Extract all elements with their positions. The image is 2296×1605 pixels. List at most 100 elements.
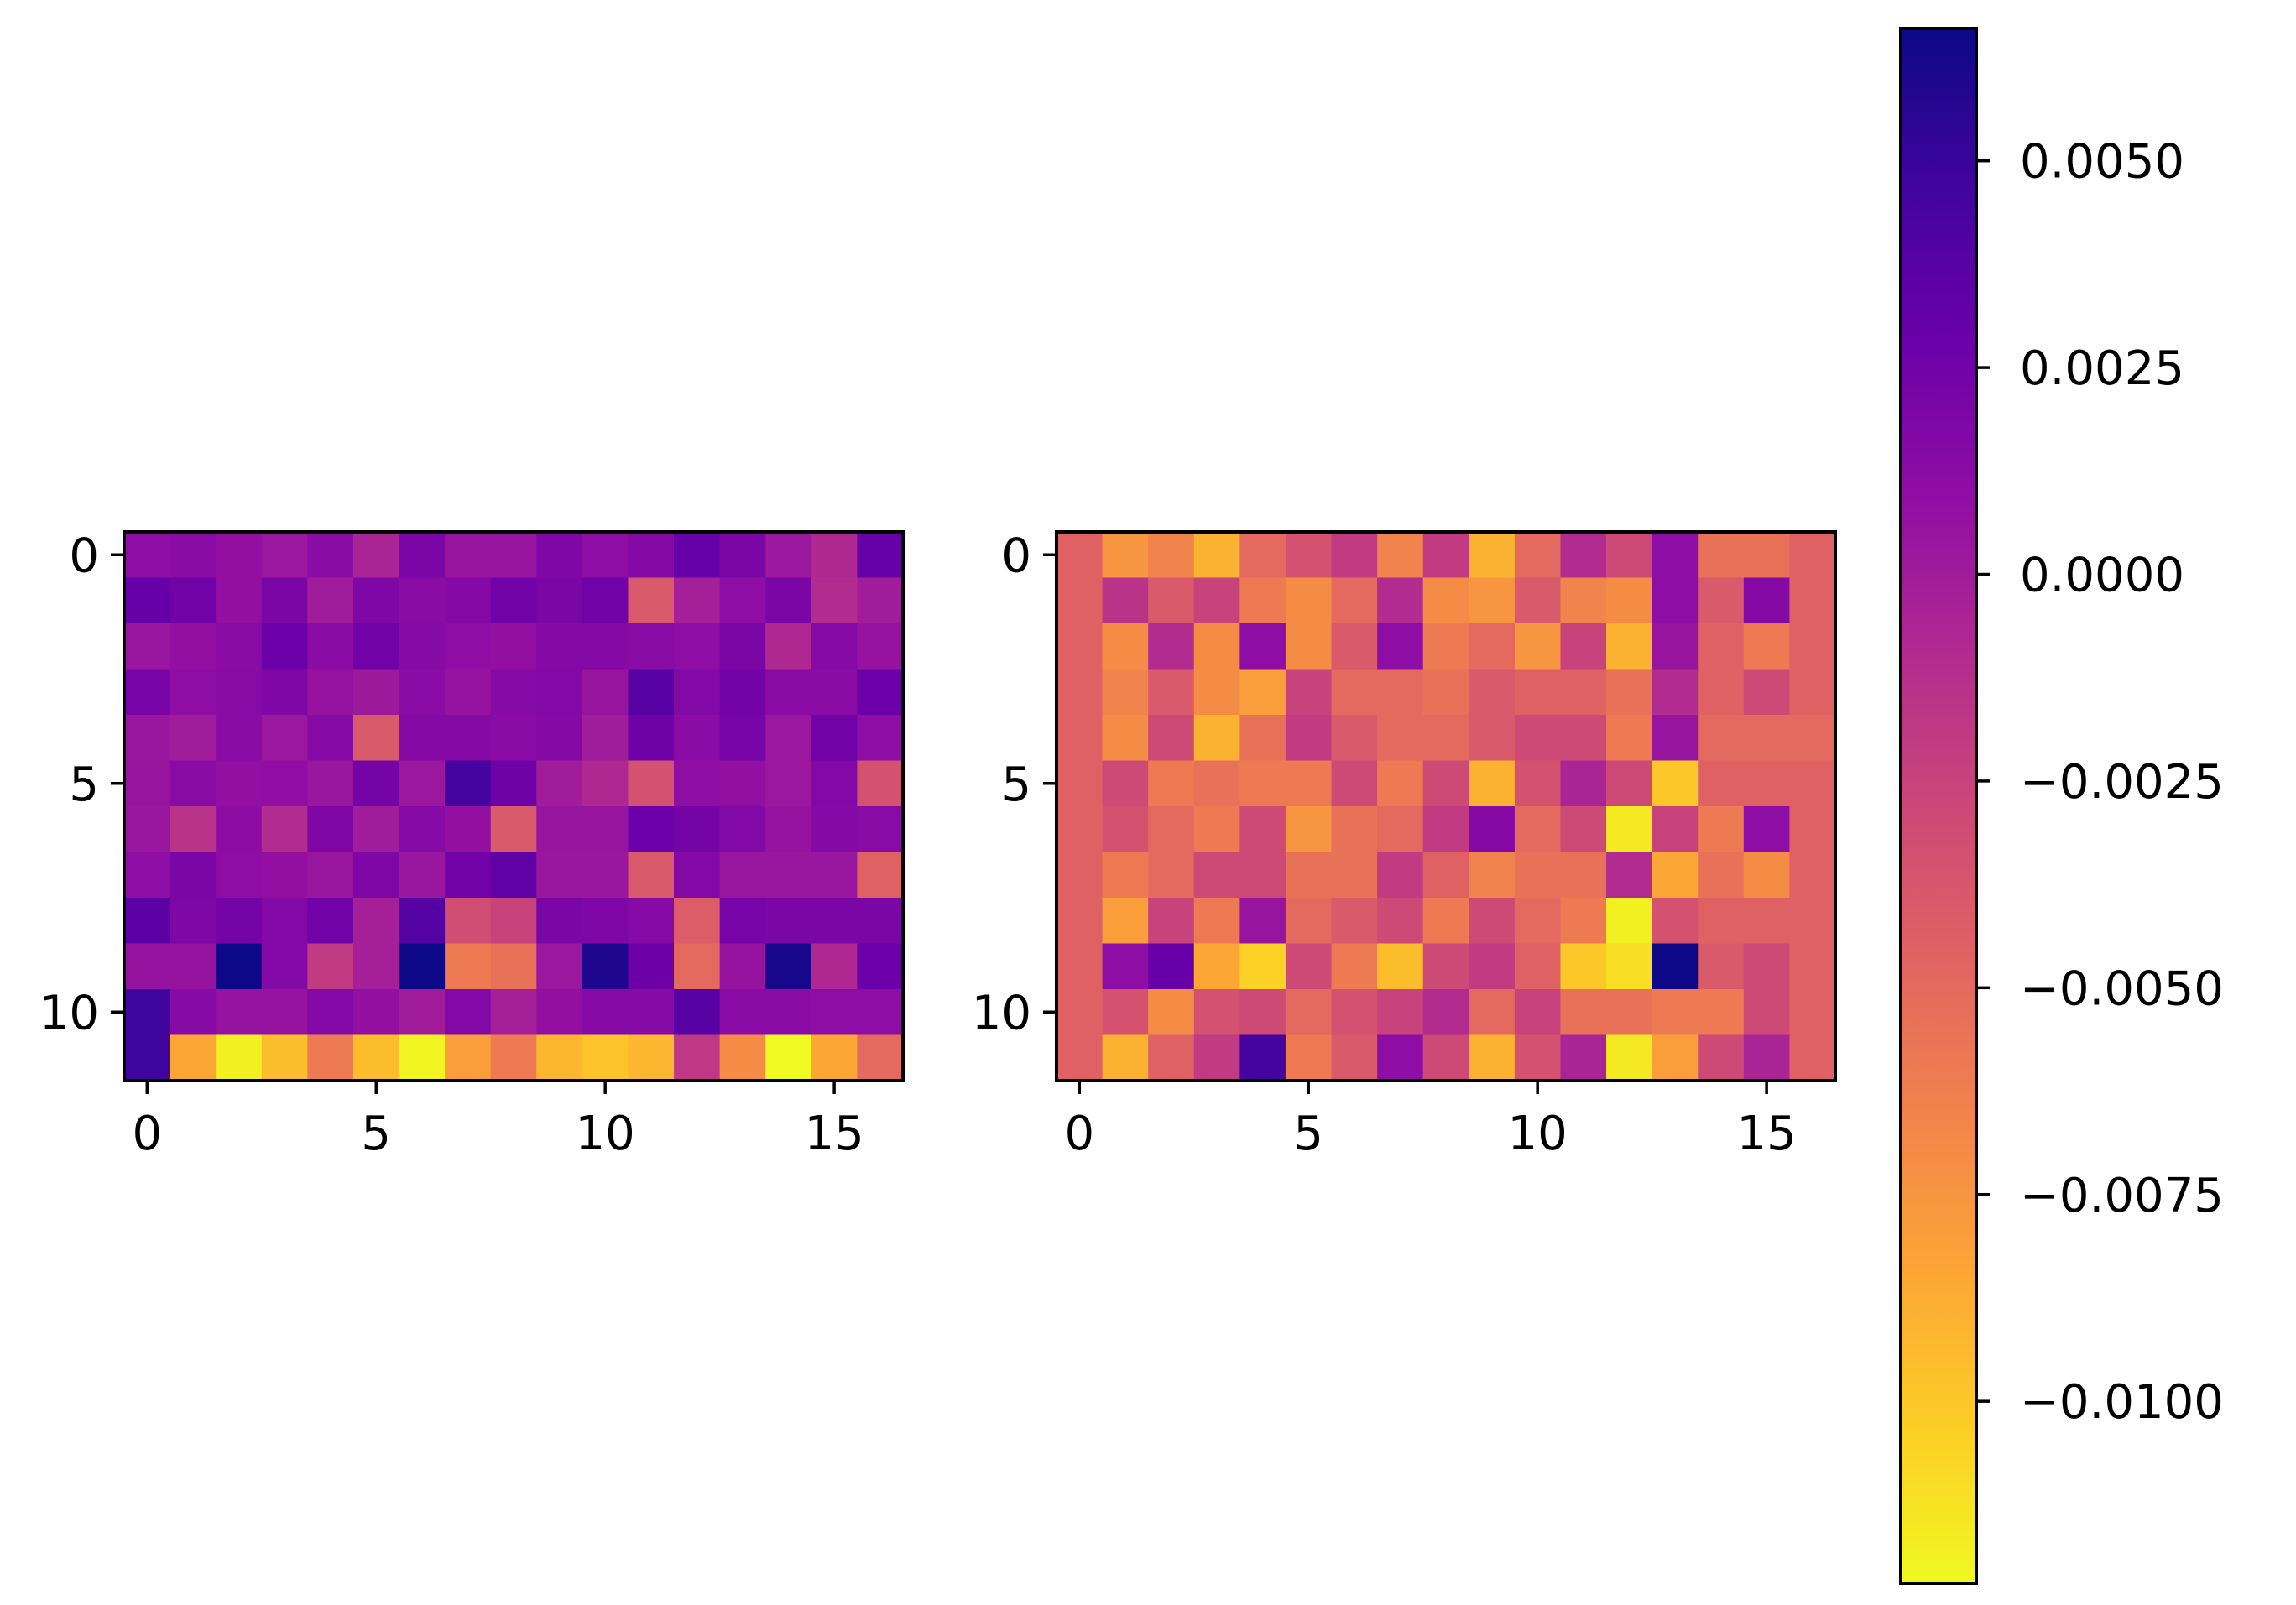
- heatmap-cell: [1469, 532, 1516, 579]
- x-tick-label: 10: [1508, 1107, 1568, 1161]
- heatmap-cell: [216, 669, 263, 716]
- heatmap-cell: [536, 898, 583, 945]
- heatmap-cell: [1560, 715, 1607, 762]
- heatmap-cell: [170, 760, 217, 807]
- heatmap-cell: [307, 806, 354, 853]
- heatmap-cell: [1560, 1034, 1607, 1081]
- heatmap-cell: [857, 715, 904, 762]
- heatmap-cell: [124, 669, 171, 716]
- heatmap-cell: [1514, 623, 1562, 670]
- heatmap-cell: [1057, 577, 1104, 624]
- heatmap-cell: [1239, 806, 1286, 853]
- heatmap-cell: [811, 943, 858, 990]
- heatmap-cell: [582, 989, 629, 1036]
- heatmap-cell: [1102, 943, 1149, 990]
- colorbar-gradient: [1901, 29, 1976, 1583]
- heatmap-cell: [1698, 1034, 1745, 1081]
- heatmap-cell: [1239, 760, 1286, 807]
- heatmap-cell: [170, 806, 217, 853]
- heatmap-cell: [261, 1034, 308, 1081]
- heatmap-cell: [1514, 806, 1562, 853]
- heatmap-cell: [1789, 852, 1836, 899]
- heatmap-cell: [1331, 989, 1378, 1036]
- heatmap-cell: [352, 577, 400, 624]
- heatmap-cell: [1560, 852, 1607, 899]
- heatmap-cell: [582, 715, 629, 762]
- heatmap-cell: [628, 532, 675, 579]
- heatmap-cell: [490, 760, 537, 807]
- heatmap-cell: [1606, 760, 1653, 807]
- heatmap-cell: [582, 669, 629, 716]
- heatmap-cell: [1285, 623, 1333, 670]
- heatmap-cell: [1331, 623, 1378, 670]
- heatmap-cell: [1514, 1034, 1562, 1081]
- heatmap-cell: [445, 943, 492, 990]
- heatmap-cell: [1743, 1034, 1791, 1081]
- heatmap-cell: [674, 806, 721, 853]
- heatmap-cell: [1331, 669, 1378, 716]
- heatmap-cell: [628, 943, 675, 990]
- heatmap-cell: [261, 760, 308, 807]
- heatmap-cell: [1102, 989, 1149, 1036]
- heatmap-cell: [1148, 898, 1195, 945]
- heatmap-cell: [536, 852, 583, 899]
- heatmap-cell: [1331, 898, 1378, 945]
- heatmap-cell: [765, 623, 812, 670]
- heatmap-cell: [216, 532, 263, 579]
- heatmap-cell: [1331, 532, 1378, 579]
- heatmap-cell: [1514, 898, 1562, 945]
- y-tick-label: 10: [972, 986, 1031, 1040]
- heatmap-cell: [124, 532, 171, 579]
- heatmap-cell: [719, 806, 766, 853]
- heatmap-cell: [1057, 760, 1104, 807]
- heatmap-cell: [1652, 898, 1699, 945]
- heatmap-cell: [170, 852, 217, 899]
- heatmap-cell: [1239, 577, 1286, 624]
- heatmap-cell: [1606, 806, 1653, 853]
- y-tick-label: 10: [39, 986, 99, 1040]
- axes-frame: [1055, 530, 1837, 1082]
- heatmap-cell: [765, 715, 812, 762]
- heatmap-cell: [628, 852, 675, 899]
- colorbar-tick-label: −0.0100: [2020, 1375, 2224, 1430]
- heatmap-cell: [1422, 989, 1469, 1036]
- heatmap-cell: [1148, 852, 1195, 899]
- heatmap-cell: [1148, 715, 1195, 762]
- heatmap-cell: [124, 852, 171, 899]
- heatmap-cell: [857, 623, 904, 670]
- heatmap-cell: [307, 989, 354, 1036]
- heatmap-cell: [307, 669, 354, 716]
- heatmap-cell: [765, 806, 812, 853]
- heatmap-cell: [352, 760, 400, 807]
- heatmap-cell: [1606, 532, 1653, 579]
- heatmap-cell: [1057, 715, 1104, 762]
- heatmap-cell: [261, 943, 308, 990]
- heatmap-cell: [582, 577, 629, 624]
- heatmap-cell: [261, 989, 308, 1036]
- heatmap-cell: [1102, 898, 1149, 945]
- heatmap-cell: [1514, 989, 1562, 1036]
- heatmap-cell: [399, 806, 446, 853]
- heatmap-cell: [674, 669, 721, 716]
- heatmap-cell: [536, 669, 583, 716]
- heatmap-cell: [1698, 669, 1745, 716]
- heatmap-cell: [719, 715, 766, 762]
- heatmap-cell: [1285, 1034, 1333, 1081]
- heatmap-cell: [1698, 943, 1745, 990]
- heatmap-cell: [857, 943, 904, 990]
- heatmap-cell: [1148, 532, 1195, 579]
- heatmap-cell: [1422, 532, 1469, 579]
- heatmap-cell: [1102, 1034, 1149, 1081]
- heatmap-cell: [1102, 715, 1149, 762]
- heatmap-cell: [1193, 532, 1240, 579]
- heatmap-cell: [1148, 943, 1195, 990]
- heatmap-cell: [1789, 943, 1836, 990]
- heatmap-cell: [170, 623, 217, 670]
- heatmap-cell: [1148, 989, 1195, 1036]
- heatmap-cell: [1057, 806, 1104, 853]
- heatmap-cell: [124, 898, 171, 945]
- heatmap-cell: [1331, 577, 1378, 624]
- heatmap-cell: [1514, 943, 1562, 990]
- heatmap-cell: [582, 1034, 629, 1081]
- heatmap-cell: [1422, 1034, 1469, 1081]
